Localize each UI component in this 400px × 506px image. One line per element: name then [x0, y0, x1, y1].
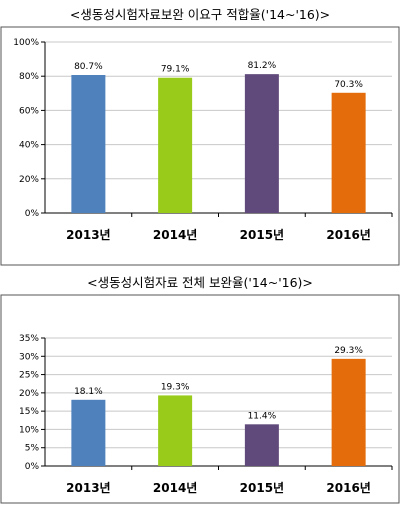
chart-2-title: <생동성시험자료 전체 보완율('14~'16)> [87, 275, 313, 290]
value-label: 79.1% [161, 65, 190, 75]
category-label: 2013년 [66, 481, 110, 495]
category-label: 2016년 [326, 481, 370, 495]
value-label: 70.3% [334, 80, 363, 90]
value-label: 19.3% [161, 382, 190, 392]
bar-2013년 [71, 75, 106, 214]
category-label: 2013년 [66, 228, 110, 242]
value-label: 81.2% [248, 61, 277, 71]
y-tick-label: 40% [19, 141, 39, 151]
category-label: 2015년 [240, 228, 284, 242]
category-label: 2014년 [153, 481, 197, 495]
value-label: 29.3% [334, 346, 363, 356]
y-tick-label: 100% [13, 38, 39, 48]
bar-2016년 [331, 92, 366, 213]
value-label: 11.4% [248, 411, 277, 421]
value-label: 18.1% [74, 387, 103, 397]
bar-2014년 [158, 77, 193, 213]
y-tick-label: 15% [19, 407, 39, 417]
y-tick-label: 80% [19, 72, 39, 82]
y-tick-label: 20% [19, 389, 39, 399]
bar-2015년 [244, 424, 279, 466]
category-label: 2015년 [240, 481, 284, 495]
chart-1: 0% 20% 40% 60% 80% 100% 80.7% 2013년 79.1% 2014년 81… [0, 26, 400, 266]
chart-1-title: <생동성시험자료보완 이요구 적합율('14~'16)> [69, 7, 331, 22]
bar-2016년 [331, 358, 366, 466]
bar-2015년 [244, 74, 279, 213]
y-tick-label: 60% [19, 106, 39, 116]
y-tick-label: 25% [19, 371, 39, 381]
y-tick-label: 5% [25, 444, 40, 454]
bar-2014년 [158, 395, 193, 466]
category-label: 2014년 [153, 228, 197, 242]
category-label: 2016년 [326, 228, 370, 242]
y-tick-label: 0% [25, 209, 40, 219]
bar-2013년 [71, 399, 106, 466]
y-tick-label: 20% [19, 175, 39, 185]
y-tick-label: 35% [19, 334, 39, 344]
y-tick-label: 30% [19, 352, 39, 362]
chart-2: 0% 5% 10% 15% 20% 25% 30% 35% 18.1% 2013년 19.3% 201… [0, 294, 400, 504]
y-tick-label: 0% [25, 462, 40, 472]
value-label: 80.7% [74, 62, 103, 72]
y-tick-label: 10% [19, 425, 39, 435]
